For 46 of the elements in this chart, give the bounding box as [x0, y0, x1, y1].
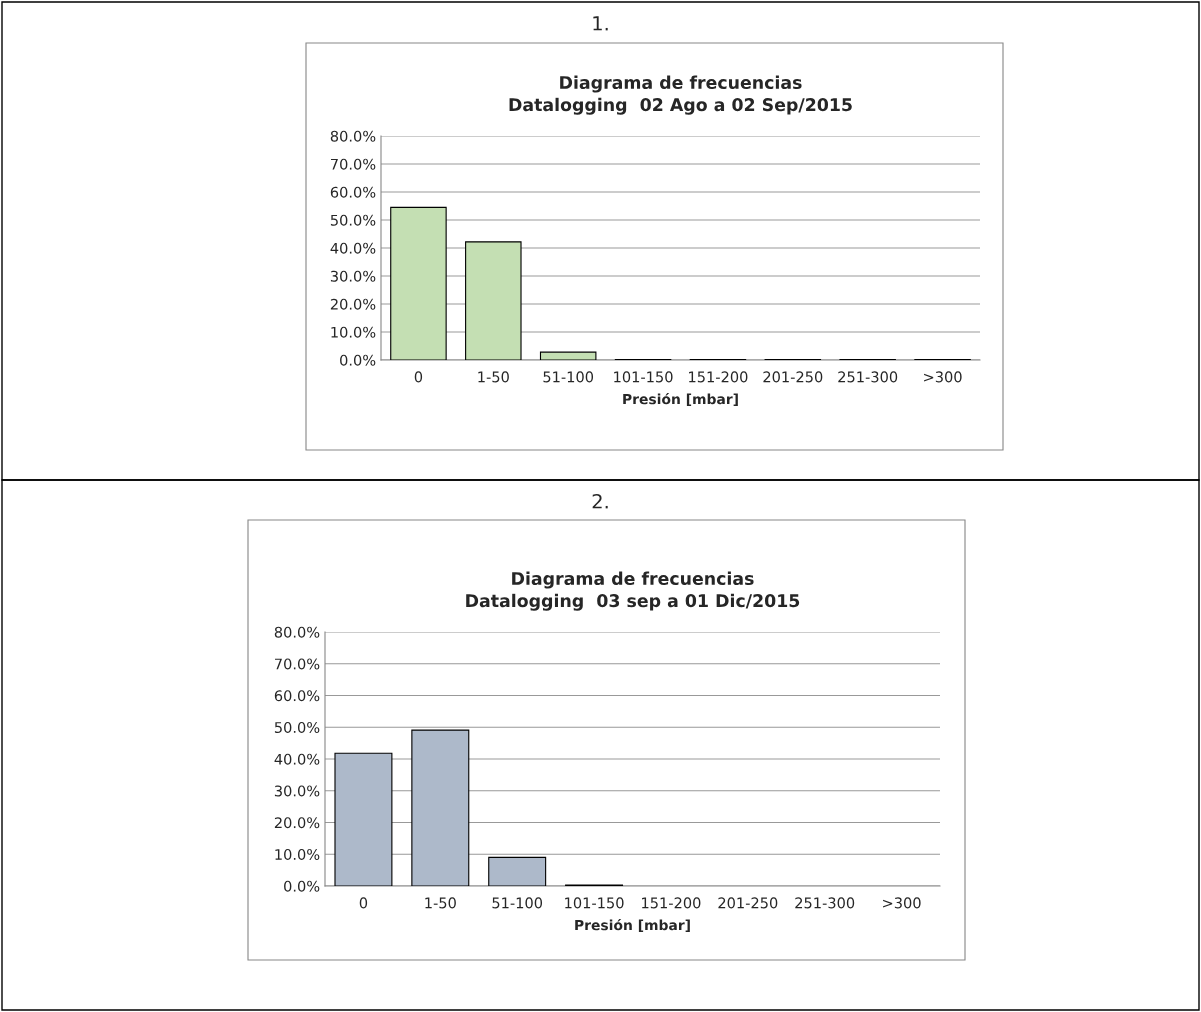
x-tick-label: 1-50 — [425, 897, 456, 909]
y-tick-label: 50.0% — [274, 721, 320, 733]
y-tick-label: 60.0% — [330, 186, 376, 198]
x-tick-label: 51-100 — [492, 897, 543, 909]
y-tick-label: 80.0% — [274, 626, 320, 638]
y-tick-label: 30.0% — [330, 270, 376, 282]
x-tick-label: 101-150 — [565, 897, 624, 909]
chart-title: Diagrama de frecuencias Datalogging 02 Ago a 02 Sep/2015 — [509, 75, 852, 115]
x-tick-label: 251-300 — [795, 897, 855, 909]
y-tick-label: 20.0% — [274, 817, 320, 829]
y-tick-label: 30.0% — [274, 785, 320, 797]
x-tick-label: >300 — [883, 897, 921, 909]
bar — [465, 241, 522, 360]
x-tick-label: 201-250 — [718, 897, 778, 909]
x-tick-label: 1-50 — [478, 371, 509, 383]
y-tick-label: 10.0% — [331, 326, 376, 338]
bar — [411, 729, 470, 886]
x-tick-label: 0 — [414, 371, 423, 383]
y-tick-label: 50.0% — [330, 214, 376, 226]
y-tick-label: 10.0% — [275, 848, 320, 860]
text: 2. — [592, 493, 608, 509]
y-tick-label: 70.0% — [275, 658, 320, 670]
text: 1. — [593, 16, 608, 31]
y-tick-label: 40.0% — [274, 753, 320, 765]
x-tick-label: 51-100 — [543, 371, 594, 383]
x-axis-title: Presión [mbar] — [575, 919, 690, 932]
x-tick-label: 151-200 — [642, 897, 701, 909]
y-tick-label: 80.0% — [330, 130, 376, 142]
y-tick-label: 20.0% — [330, 298, 376, 310]
chart-title: Diagrama de frecuencias Datalogging 03 sep a 01 Dic/2015 — [466, 571, 800, 611]
y-tick-label: 70.0% — [331, 158, 376, 170]
y-tick-label: 40.0% — [330, 242, 376, 254]
y-tick-label: 0.0% — [340, 354, 376, 366]
x-tick-label: 101-150 — [614, 371, 673, 383]
x-axis-title: Presión [mbar] — [623, 393, 738, 406]
x-tick-label: 251-300 — [838, 371, 898, 383]
bar — [488, 856, 547, 886]
x-tick-label: 151-200 — [689, 371, 748, 383]
bar — [334, 752, 393, 886]
y-tick-label: 60.0% — [274, 690, 320, 702]
bar — [539, 351, 597, 360]
x-tick-label: 0 — [359, 897, 368, 909]
x-tick-label: 201-250 — [763, 371, 823, 383]
x-tick-label: >300 — [924, 371, 962, 383]
bar — [390, 206, 447, 360]
y-tick-label: 0.0% — [284, 880, 320, 892]
